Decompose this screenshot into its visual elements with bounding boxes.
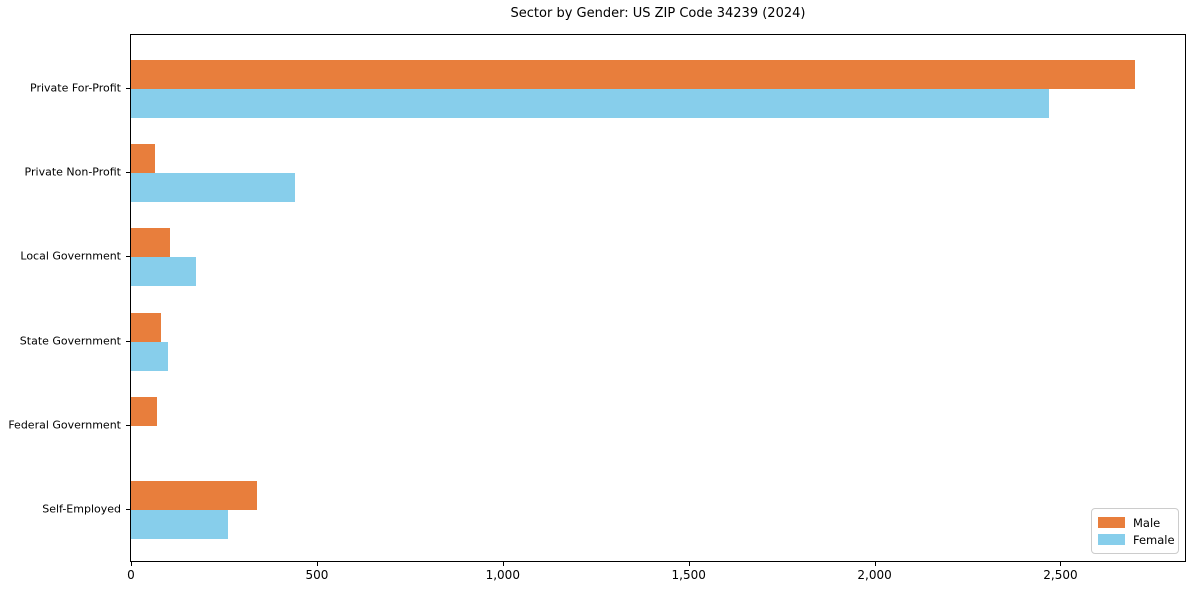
bar-female-self-employed <box>131 510 228 539</box>
legend-item-female: Female <box>1098 531 1175 548</box>
y-axis-label-private-for-profit: Private For-Profit <box>30 81 121 95</box>
x-axis-label-1-000: 1,000 <box>485 568 520 582</box>
x-tick-mark <box>688 562 690 566</box>
x-axis-label-0: 0 <box>127 568 135 582</box>
legend-swatch-female <box>1098 534 1125 545</box>
y-tick-mark <box>126 509 130 510</box>
y-axis-label-private-non-profit: Private Non-Profit <box>24 165 121 179</box>
legend-swatch-male <box>1098 517 1125 528</box>
legend: Male Female <box>1091 508 1179 554</box>
bar-male-federal-government <box>131 396 158 426</box>
legend-label-male: Male <box>1133 515 1161 530</box>
x-tick-mark <box>316 562 318 566</box>
legend-item-male: Male <box>1098 514 1172 531</box>
y-tick-mark <box>126 88 130 89</box>
x-axis-label-2-000: 2,000 <box>857 568 892 582</box>
x-axis-label-1-500: 1,500 <box>671 568 706 582</box>
y-tick-mark <box>126 424 130 426</box>
x-axis-label-2-500: 2,500 <box>1043 568 1078 582</box>
chart-title: Sector by Gender: US ZIP Code 34239 (202… <box>510 6 806 21</box>
x-tick-mark <box>131 562 132 566</box>
y-tick-mark <box>126 172 130 174</box>
bar-male-private-non-profit <box>131 144 156 174</box>
y-tick-mark <box>126 340 130 342</box>
y-axis-label-local-government: Local Government <box>20 249 121 263</box>
y-axis-label-federal-government: Federal Government <box>8 418 121 432</box>
y-axis-label-state-government: State Government <box>19 334 121 348</box>
x-tick-mark <box>1060 562 1062 566</box>
bar-female-private-non-profit <box>131 173 295 203</box>
x-axis-label-500: 500 <box>305 568 329 582</box>
bar-female-private-for-profit <box>131 89 1050 118</box>
plot-area: Male Female <box>130 34 1186 562</box>
bar-male-private-for-profit <box>131 60 1135 89</box>
bar-male-state-government <box>131 312 161 342</box>
bar-female-state-government <box>131 341 169 371</box>
y-axis-label-self-employed: Self-Employed <box>42 502 121 516</box>
bar-female-local-government <box>131 257 197 287</box>
bar-male-local-government <box>131 228 171 258</box>
y-tick-mark <box>126 256 130 258</box>
x-tick-mark <box>502 562 504 566</box>
legend-label-female: Female <box>1133 532 1175 547</box>
x-tick-mark <box>874 562 876 566</box>
bar-male-self-employed <box>131 481 258 510</box>
